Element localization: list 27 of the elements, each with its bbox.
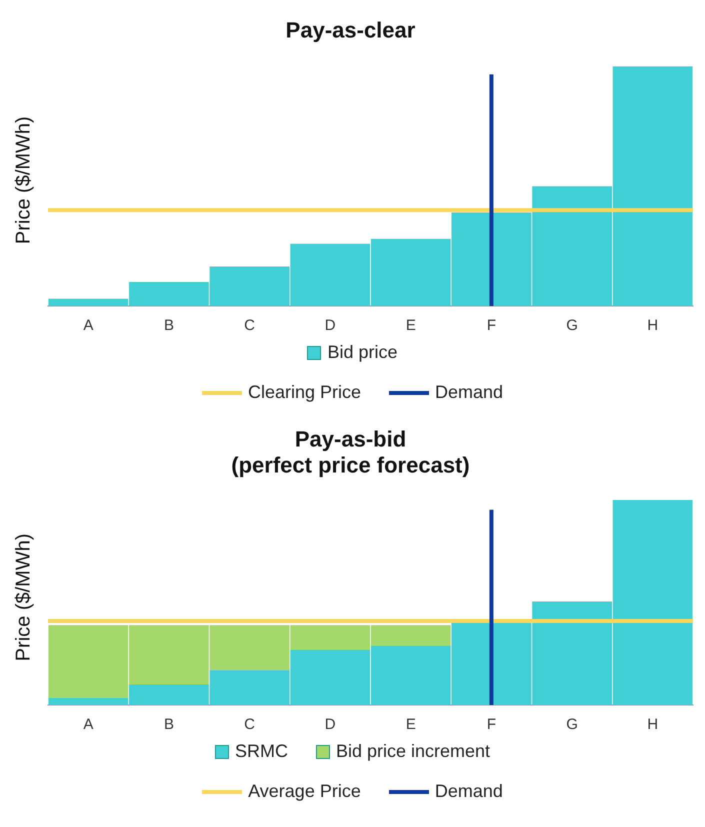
x-tick-label: F (486, 317, 496, 334)
x-tick-label: B (164, 716, 174, 734)
x-tick-label: A (83, 317, 94, 334)
legend-label: Demand (434, 781, 503, 802)
legend-label: Bid price (327, 342, 398, 363)
legend-label: Demand (435, 382, 504, 403)
x-tick-label: H (647, 317, 658, 334)
x-tick-label: B (164, 317, 174, 334)
legend-label: SRMC (234, 741, 288, 762)
x-tick-label: D (324, 716, 336, 734)
y-axis-title: Price ($/MWh) (12, 116, 35, 244)
chart-title: Pay-as-bid (perfect price forecast) (231, 426, 470, 478)
legend-label: Clearing Price (248, 382, 361, 403)
chart-title: Pay-as-clear (286, 17, 416, 42)
legend-label: Average Price (248, 781, 361, 802)
x-tick-label: C (244, 317, 256, 334)
y-axis-title: Price ($/MWh) (12, 534, 35, 662)
x-tick-label: C (244, 716, 256, 734)
x-tick-label: D (324, 317, 336, 334)
x-tick-label: F (486, 716, 496, 734)
x-tick-label: H (647, 716, 658, 734)
x-tick-label: G (566, 716, 578, 734)
legend-label: Bid price increment (336, 741, 490, 762)
x-tick-label: A (83, 716, 94, 734)
x-tick-label: E (406, 317, 416, 334)
x-tick-label: G (566, 317, 578, 334)
x-tick-label: E (406, 716, 416, 734)
